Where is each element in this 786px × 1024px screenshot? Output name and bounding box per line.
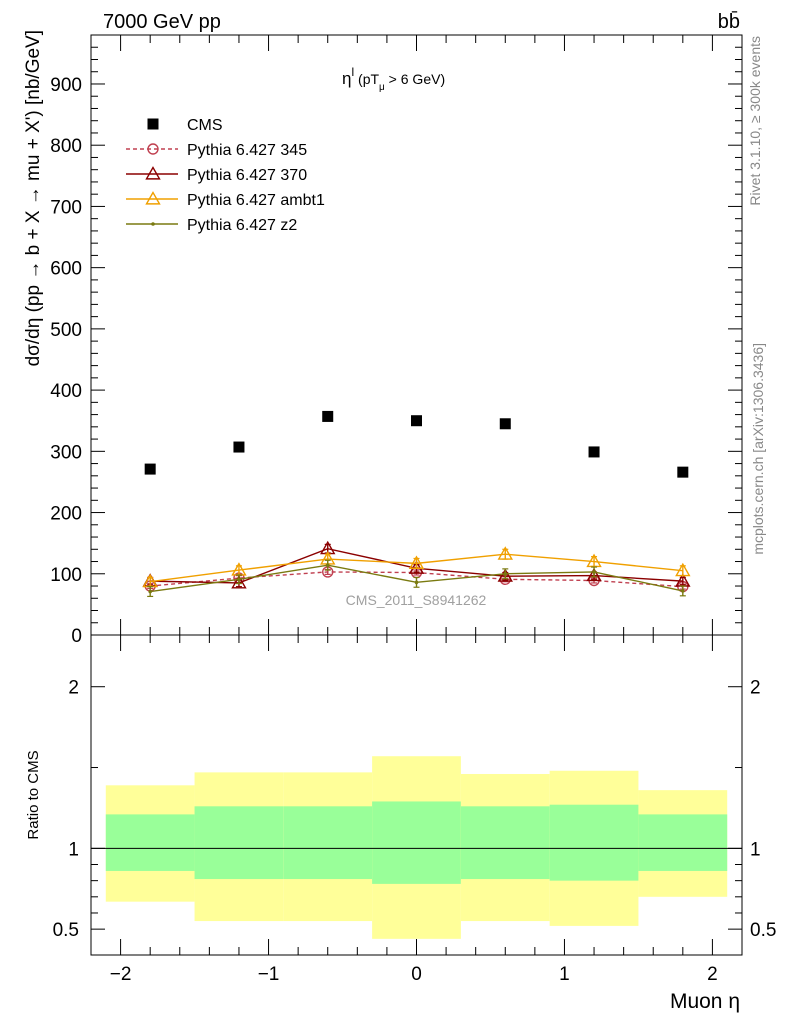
legend-label-2: Pythia 6.427 370 xyxy=(187,167,307,184)
data-point xyxy=(233,441,245,453)
top-ytick-label: 300 xyxy=(50,442,82,463)
ratio-xtick-label: −1 xyxy=(258,964,280,985)
ratio-inner-band-5 xyxy=(549,804,639,881)
data-point xyxy=(681,589,685,593)
legend-label-3: Pythia 6.427 ambt1 xyxy=(187,192,325,209)
top-ytick-label: 900 xyxy=(50,75,82,96)
ratio-inner-band-0 xyxy=(105,814,195,871)
ratio-axis-ticks: 0.5 0.5 1 1 2 2 −2 −1 0 1 2 xyxy=(53,678,777,985)
legend-label-0: CMS xyxy=(187,117,223,134)
data-point xyxy=(497,568,513,582)
ratio-ylabel: Ratio to CMS xyxy=(25,750,42,839)
top-ytick-label: 600 xyxy=(50,259,82,280)
ratio-ytick-label-right: 0.5 xyxy=(750,920,776,941)
data-point xyxy=(675,562,691,577)
ratio-ytick-label-right: 2 xyxy=(750,678,761,699)
top-ytick-label: 100 xyxy=(50,565,82,586)
legend-label-4: Pythia 6.427 z2 xyxy=(187,217,297,234)
ratio-inner-band-6 xyxy=(638,814,728,871)
data-point xyxy=(322,410,334,422)
top-axis-ticks: 0 100 200 300 400 500 600 700 800 900 xyxy=(50,34,743,955)
data-point xyxy=(231,575,247,589)
data-point xyxy=(503,571,508,576)
analysis-watermark: CMS_2011_S8941262 xyxy=(346,592,487,608)
ratio-ytick-label: 0.5 xyxy=(53,920,79,941)
ratio-inner-band-3 xyxy=(372,801,461,884)
data-point xyxy=(499,418,511,430)
data-point xyxy=(586,567,602,582)
legend: CMS Pythia 6.427 345 Pythia 6.427 370 Pythi… xyxy=(126,117,325,234)
rivet-label: Rivet 3.1.10, ≥ 300k events xyxy=(747,36,763,206)
top-ytick-label: 700 xyxy=(50,197,82,218)
data-point xyxy=(677,466,689,478)
top-ytick-label: 400 xyxy=(50,381,82,402)
legend-marker-2 xyxy=(145,166,161,180)
legend-label-1: Pythia 6.427 345 xyxy=(187,142,307,159)
legend-marker-1 xyxy=(147,143,159,155)
data-point xyxy=(414,580,419,585)
series-layer xyxy=(142,410,691,598)
mcplots-label: mcplots.cern.ch [arXiv:1306.3436] xyxy=(750,343,766,555)
data-point xyxy=(586,553,602,568)
top-ylabel: dσ/dη (pp → b + X → mu + X') [nb/GeV] xyxy=(23,30,44,366)
process-label: bb̄ xyxy=(718,10,740,33)
data-point xyxy=(592,570,596,574)
ratio-ytick-label-right: 1 xyxy=(750,839,761,860)
data-point xyxy=(497,546,513,560)
data-point xyxy=(237,577,241,582)
ratio-xtick-label: 1 xyxy=(559,964,570,985)
data-point xyxy=(408,555,425,569)
data-point xyxy=(588,446,600,458)
top-ytick-label: 500 xyxy=(50,320,82,341)
top-ytick-label: 0 xyxy=(71,626,82,647)
legend-marker-0 xyxy=(147,118,159,130)
ratio-xtick-label: 2 xyxy=(707,964,718,985)
ratio-inner-band-4 xyxy=(460,806,550,880)
ratio-xlabel: Muon η xyxy=(670,990,740,1013)
data-point xyxy=(325,563,330,568)
ratio-bands xyxy=(105,756,728,939)
ratio-xtick-label: −2 xyxy=(110,964,132,985)
top-ytick-label: 200 xyxy=(50,504,82,525)
data-point xyxy=(148,589,152,594)
ratio-xtick-label: 0 xyxy=(411,964,422,985)
legend-marker-4 xyxy=(151,222,155,226)
ratio-inner-band-1 xyxy=(194,806,284,880)
ratio-inner-band-2 xyxy=(283,806,373,880)
ratio-ytick-label: 2 xyxy=(68,678,79,699)
data-point xyxy=(408,560,425,574)
series-3 xyxy=(142,546,691,588)
data-point xyxy=(144,463,156,475)
data-point xyxy=(411,415,422,427)
top-ytick-label: 800 xyxy=(50,136,82,157)
plot-title: ηl (pTμ > 6 GeV) xyxy=(342,65,445,93)
series-0 xyxy=(144,410,689,478)
legend-marker-3 xyxy=(145,191,161,205)
series-4 xyxy=(147,559,686,598)
energy-label: 7000 GeV pp xyxy=(103,11,221,33)
ratio-ytick-label: 1 xyxy=(68,839,79,860)
